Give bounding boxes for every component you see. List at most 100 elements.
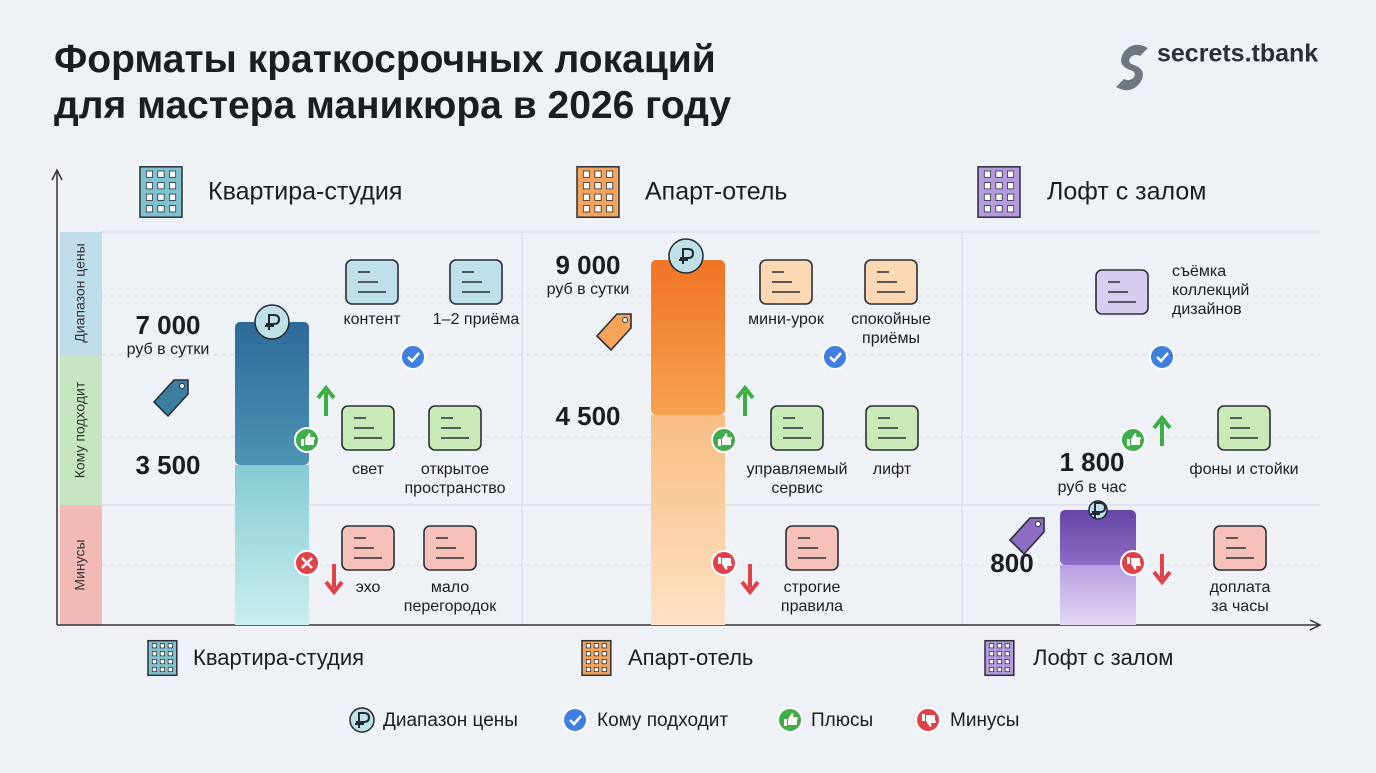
building-window — [594, 193, 602, 201]
suits-label: дизайнов — [1172, 301, 1242, 318]
suits-label: приёмы — [862, 330, 920, 347]
building-window — [585, 651, 592, 657]
legend-label: Диапазон цены — [383, 710, 518, 731]
building-window — [1007, 182, 1015, 190]
building-window — [601, 659, 607, 665]
building-window — [1004, 643, 1010, 649]
item-icon-detail — [436, 537, 464, 559]
check-marker — [1149, 344, 1175, 370]
column-title: Лофт с залом — [1047, 178, 1207, 206]
building-window — [151, 643, 158, 649]
price-low: 4 500 — [555, 401, 620, 431]
building-window — [151, 651, 158, 657]
pros-label: свет — [352, 461, 385, 478]
building-window — [593, 643, 599, 649]
pros-label: фоны и стойки — [1189, 461, 1298, 478]
building-window — [996, 659, 1002, 665]
price-marker — [349, 707, 375, 733]
row-label: Минусы — [72, 539, 88, 590]
item-icon-detail — [783, 417, 811, 439]
up-arrow — [316, 384, 336, 416]
building-window — [167, 659, 173, 665]
column-label: Апарт-отель — [628, 645, 753, 670]
building-window — [988, 651, 995, 657]
building-window — [601, 666, 607, 673]
check-glyph — [1156, 352, 1169, 363]
item-icon-detail — [798, 537, 826, 559]
down-arrow — [324, 564, 344, 596]
building-window — [159, 643, 165, 649]
brand-name: secrets.tbank — [1157, 40, 1318, 68]
thumb-glyph — [922, 714, 936, 727]
building-window — [168, 182, 177, 190]
building-window — [1004, 666, 1010, 673]
x-glyph — [301, 557, 313, 569]
cons-label: перегородок — [404, 598, 497, 615]
price-high: 9 000 — [555, 250, 620, 280]
building-window — [995, 193, 1003, 201]
price-bar-lower — [235, 465, 309, 625]
building-window — [151, 666, 158, 673]
building-window — [157, 170, 165, 178]
axis-arrow — [1309, 619, 1322, 631]
ruble-glyph — [265, 314, 281, 330]
price-tag — [152, 379, 189, 418]
item-icon-detail — [1230, 417, 1258, 439]
price-bar-lower — [1060, 565, 1136, 625]
check-marker — [400, 344, 426, 370]
suits-label: коллекций — [1172, 282, 1249, 299]
building-window — [145, 182, 154, 190]
building-window — [167, 651, 173, 657]
cons-label: мало — [431, 579, 469, 596]
suits-label: спокойные — [851, 311, 931, 328]
price-tag-hole — [179, 383, 185, 389]
check-marker — [822, 344, 848, 370]
ruble-glyph — [355, 712, 371, 728]
row-band — [60, 355, 102, 505]
item-icon-detail — [878, 417, 906, 439]
item-icon-detail — [877, 271, 905, 293]
row-band — [60, 232, 102, 355]
thumb-glyph — [1127, 557, 1141, 570]
building-window — [167, 666, 173, 673]
building-window — [582, 182, 590, 190]
price-bar-upper — [651, 260, 725, 415]
check-glyph — [569, 715, 582, 726]
item-icon-detail — [462, 271, 490, 293]
building-window — [594, 170, 602, 178]
legend-label: Кому подходит — [597, 710, 728, 731]
item-icon-detail — [358, 271, 386, 293]
price-high: 1 800 — [1059, 447, 1124, 477]
building-window — [585, 666, 592, 673]
row-label: Кому подходит — [72, 381, 88, 478]
down-arrow — [740, 564, 760, 596]
pros-label: пространство — [405, 480, 506, 497]
building-window — [606, 193, 614, 201]
thumb-glyph — [301, 433, 315, 446]
building-window — [1004, 651, 1010, 657]
price-low: 3 500 — [135, 450, 200, 480]
check-glyph — [407, 352, 420, 363]
price-bar-lower — [651, 415, 725, 625]
row-labels: Диапазон цены Кому подходит Минусы — [60, 232, 102, 625]
pros-label: лифт — [873, 461, 912, 478]
building-window — [157, 205, 165, 213]
building-window — [145, 193, 154, 201]
building-window — [1007, 193, 1015, 201]
building-window — [159, 666, 165, 673]
building-window — [159, 651, 165, 657]
building-window — [167, 643, 173, 649]
building-window — [988, 659, 995, 665]
suits-label: 1–2 приёма — [433, 311, 520, 328]
pros-label: сервис — [771, 480, 822, 497]
cons-label: строгие — [784, 579, 841, 596]
price-bar-upper — [235, 322, 309, 465]
price-marker — [254, 304, 290, 340]
column-label: Лофт с залом — [1033, 645, 1173, 670]
price-tag-hole — [1035, 521, 1041, 527]
building-window — [983, 193, 991, 201]
building-window — [594, 182, 602, 190]
